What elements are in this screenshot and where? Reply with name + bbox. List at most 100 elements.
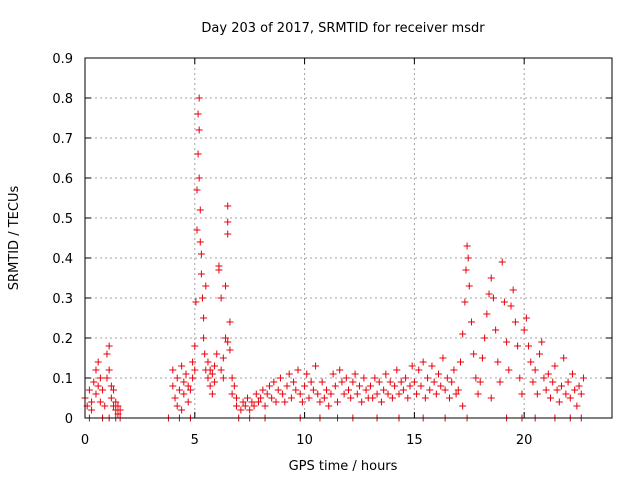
data-point <box>371 374 379 382</box>
data-point <box>197 270 205 278</box>
data-point <box>410 378 418 386</box>
data-point <box>312 362 320 370</box>
data-point <box>325 402 333 410</box>
data-point <box>101 402 109 410</box>
data-point <box>487 394 495 402</box>
data-point <box>424 374 432 382</box>
data-point <box>531 366 539 374</box>
data-point <box>452 390 460 398</box>
data-point <box>107 394 115 402</box>
data-point <box>421 394 429 402</box>
data-point <box>557 382 565 390</box>
data-point <box>533 390 541 398</box>
data-point <box>88 398 96 406</box>
data-point <box>478 354 486 362</box>
data-point <box>195 126 203 134</box>
data-point <box>178 406 186 414</box>
y-axis-label: SRMTID / TECUs <box>7 186 22 291</box>
data-point <box>254 398 262 406</box>
data-point <box>224 218 232 226</box>
data-point <box>579 374 587 382</box>
data-point <box>263 390 271 398</box>
data-point <box>195 174 203 182</box>
data-point <box>226 318 234 326</box>
data-point <box>189 374 197 382</box>
data-point <box>492 326 500 334</box>
data-point <box>529 378 537 386</box>
data-point <box>577 390 585 398</box>
data-point <box>175 386 183 394</box>
data-point <box>301 382 309 390</box>
data-point <box>360 374 368 382</box>
data-point <box>243 394 251 402</box>
data-point <box>200 334 208 342</box>
data-point <box>404 394 412 402</box>
data-point <box>92 366 100 374</box>
data-point <box>259 386 267 394</box>
data-point <box>544 370 552 378</box>
data-point <box>349 378 357 386</box>
data-point <box>219 374 227 382</box>
data-point <box>314 390 322 398</box>
data-point <box>257 394 265 402</box>
data-point <box>446 394 454 402</box>
data-point <box>283 382 291 390</box>
data-point <box>345 386 352 394</box>
data-point <box>507 302 515 310</box>
y-tick-label: 0.2 <box>52 332 73 347</box>
data-point <box>292 386 300 394</box>
data-point <box>228 374 236 382</box>
data-point <box>435 370 443 378</box>
data-point <box>474 390 482 398</box>
grid <box>85 58 612 418</box>
data-point <box>105 366 113 374</box>
data-point <box>246 406 254 414</box>
data-point <box>171 394 179 402</box>
data-point <box>551 362 559 370</box>
data-point <box>334 398 342 406</box>
data-point <box>522 314 530 322</box>
data-point <box>217 366 225 374</box>
data-point <box>327 390 335 398</box>
data-point <box>107 382 115 390</box>
data-point <box>432 390 440 398</box>
data-point <box>194 110 202 118</box>
data-point <box>483 310 491 318</box>
data-point <box>470 350 478 358</box>
data-point <box>505 366 513 374</box>
data-point <box>320 394 328 402</box>
data-point <box>208 370 216 378</box>
data-point <box>549 378 557 386</box>
data-point <box>294 366 302 374</box>
y-tick-label: 0.3 <box>52 292 73 307</box>
data-point <box>94 382 102 390</box>
data-point <box>198 294 206 302</box>
data-point <box>395 390 403 398</box>
data-point <box>388 394 396 402</box>
data-point <box>88 406 96 414</box>
data-point <box>206 382 214 390</box>
data-point <box>382 370 390 378</box>
data-point <box>195 94 203 102</box>
data-point <box>99 386 107 394</box>
data-point <box>430 378 438 386</box>
data-point <box>233 402 241 410</box>
data-point <box>201 350 209 358</box>
data-point <box>439 354 447 362</box>
data-point <box>441 386 449 394</box>
data-point <box>467 318 475 326</box>
data-point <box>340 390 348 398</box>
data-point <box>408 362 416 370</box>
data-point <box>184 382 192 390</box>
data-point <box>417 382 425 390</box>
data-point <box>230 382 238 390</box>
data-point <box>538 338 546 346</box>
x-tick-label: 10 <box>296 433 313 448</box>
data-point <box>208 390 216 398</box>
data-point <box>454 386 462 394</box>
data-point <box>464 254 472 262</box>
data-point <box>520 326 528 334</box>
chart-title: Day 203 of 2017, SRMTID for receiver msd… <box>201 21 485 36</box>
data-point <box>224 338 232 346</box>
data-point <box>192 298 200 306</box>
